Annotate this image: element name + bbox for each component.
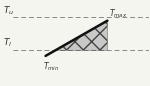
Text: $T_{max}$: $T_{max}$ (109, 7, 127, 20)
Text: $T_l$: $T_l$ (3, 37, 12, 49)
Text: $T_u$: $T_u$ (3, 4, 14, 17)
Text: $T_{min}$: $T_{min}$ (43, 61, 59, 73)
Polygon shape (56, 21, 107, 50)
